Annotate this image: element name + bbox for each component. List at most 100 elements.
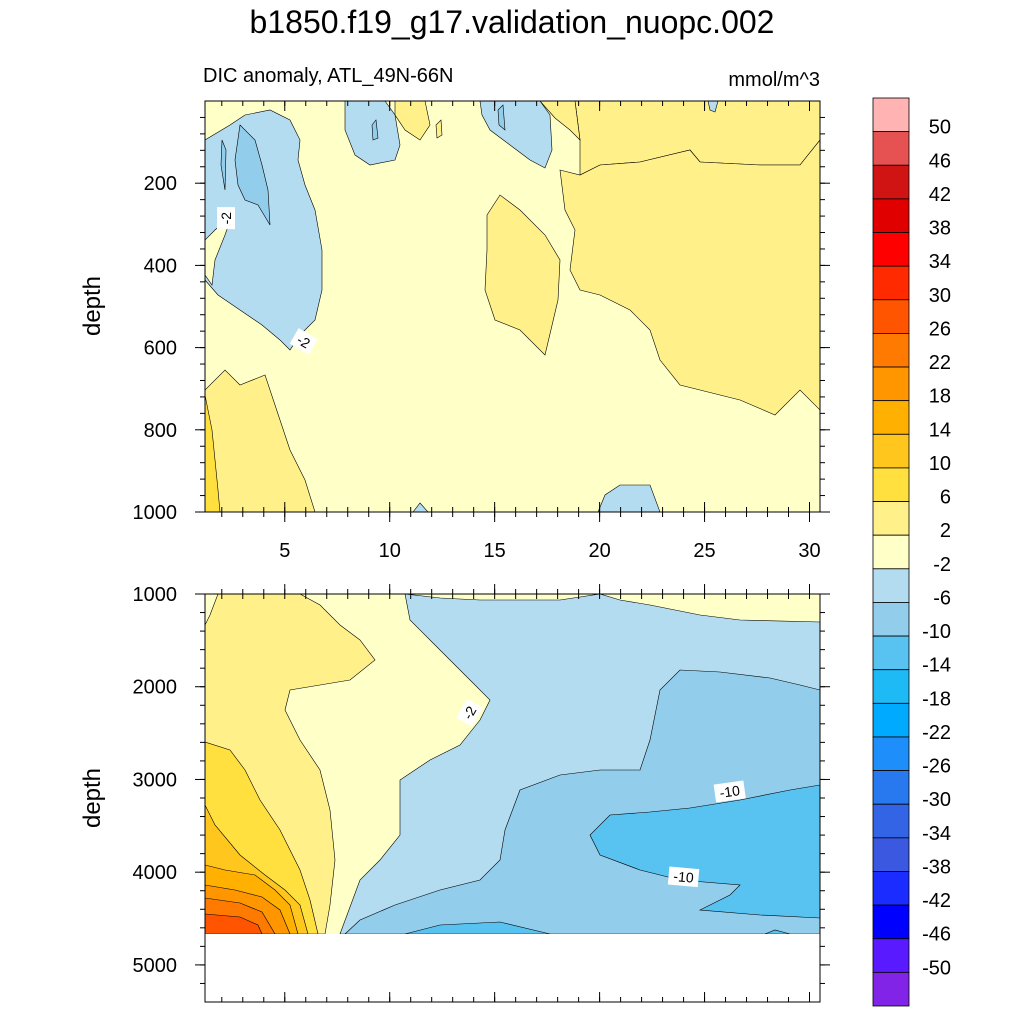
- top-fill-2-6-mid: [484, 194, 561, 356]
- colorbar-cell: [872, 97, 910, 133]
- colorbar-cell: [872, 433, 910, 469]
- colorbar-cell: [872, 568, 910, 603]
- colorbar-cell: [872, 770, 910, 805]
- colorbar-label: 42: [929, 184, 951, 206]
- bottom-ytick-label: 5000: [133, 955, 178, 977]
- top-ytick-label: 200: [144, 173, 177, 195]
- colorbar-cell: [872, 938, 910, 973]
- bottom-ytick-label: 2000: [133, 677, 178, 699]
- top-xtick-label: 10: [379, 540, 401, 562]
- colorbar-label: -18: [922, 688, 951, 710]
- colorbar-label: -34: [922, 823, 951, 845]
- contour-label: -2: [216, 207, 235, 230]
- top-fill-6-10-left: [205, 394, 221, 512]
- colorbar-cell: [872, 669, 910, 704]
- colorbar-label: -42: [922, 890, 951, 912]
- colorbar-cell: [872, 164, 910, 200]
- colorbar-label: 6: [940, 487, 951, 509]
- top-tick-labels: 5 10 15 20 25 30 200 400 600 800 1000: [133, 173, 821, 562]
- contour-label-text: -10: [719, 782, 741, 801]
- contour-labels: -2 -2 -2 -10 -10: [216, 207, 746, 888]
- colorbar-cell: [872, 602, 910, 637]
- units-label: mmol/m^3: [728, 69, 820, 91]
- contour-label: -10: [667, 866, 700, 888]
- contour-label-text: -10: [673, 868, 695, 886]
- colorbar-label: -14: [922, 655, 951, 677]
- colorbar-cell: [872, 871, 910, 906]
- top-fill-neg2-bottom: [597, 484, 661, 512]
- colorbar-cell: [872, 501, 910, 536]
- top-fill-2-6-right-lower: [559, 139, 820, 416]
- colorbar-label: 14: [929, 419, 951, 441]
- colorbar-cell: [872, 333, 910, 368]
- colorbar-label: -38: [922, 856, 951, 878]
- colorbar-cell: [872, 299, 910, 334]
- top-fill-neg6-neg10-leftsm: [220, 139, 227, 191]
- colorbar-cell: [872, 904, 910, 940]
- contour-label-bg: [216, 207, 235, 230]
- top-fill-neg6-neg10-left: [234, 124, 271, 226]
- colorbar-cell: [872, 534, 910, 570]
- top-fill-neg6-neg10-mid2: [371, 119, 379, 141]
- top-ytick-label: 400: [144, 255, 177, 277]
- colorbar-label: -2: [933, 554, 951, 576]
- bottom-nodata-region: [205, 934, 820, 1002]
- top-ylabel: depth: [79, 276, 106, 336]
- top-ytick-label: 1000: [133, 502, 178, 524]
- colorbar-cell: [872, 803, 910, 839]
- bottom-ylabel: depth: [79, 768, 106, 828]
- contour-label-text: -2: [218, 212, 234, 225]
- top-fill-2-6-small3: [435, 119, 443, 139]
- figure-title: b1850.f19_g17.validation_nuopc.002: [250, 4, 775, 40]
- panel-subtitle: DIC anomaly, ATL_49N-66N: [203, 65, 453, 87]
- contour-label-bg: [713, 780, 746, 803]
- contour-label: -10: [713, 780, 746, 803]
- colorbar: 50 46 42 38 34 30 26 22 18 14 10 6 2 -2 -6 -10 -14 -18 -22…: [872, 97, 951, 1007]
- bot-fill-neg10-neg14: [589, 784, 820, 919]
- top-frame: [204, 100, 821, 513]
- colorbar-cell: [872, 736, 910, 771]
- top-xtick-label: 15: [484, 540, 506, 562]
- contour-label-bg: [289, 328, 318, 355]
- colorbar-label: 18: [929, 386, 951, 408]
- colorbar-cell: [872, 232, 910, 267]
- colorbar-label: 50: [929, 117, 951, 139]
- colorbar-label: -50: [922, 957, 951, 979]
- top-fill-neg2-neg6-left: [205, 109, 323, 351]
- colorbar-label: 30: [929, 285, 951, 307]
- colorbar-label: -22: [922, 722, 951, 744]
- colorbar-cell: [872, 971, 910, 1007]
- colorbar-label: 22: [929, 352, 951, 374]
- contour-label-bg: [456, 698, 483, 727]
- colorbar-cell: [872, 198, 910, 233]
- colorbar-label: -6: [933, 587, 951, 609]
- colorbar-cell: [872, 467, 910, 502]
- bot-fill-2-6-leftcut: [205, 594, 219, 626]
- bot-fill-26-30-left: [205, 913, 263, 935]
- contour-label-bg: [667, 866, 700, 888]
- top-fill-neg2-small-right: [707, 101, 719, 113]
- colorbar-label: 26: [929, 318, 951, 340]
- top-fill-neg2-neg6-mid2: [479, 101, 553, 169]
- colorbar-label: -46: [922, 924, 951, 946]
- colorbar-cell: [872, 400, 910, 435]
- colorbar-label: -30: [922, 789, 951, 811]
- contour-label: -2: [456, 698, 483, 727]
- bottom-ytick-label: 3000: [133, 769, 178, 791]
- colorbar-label: 38: [929, 218, 951, 240]
- top-fill-2-6-small2: [539, 101, 581, 141]
- colorbar-label: -10: [922, 621, 951, 643]
- bottom-tick-labels: 1000 2000 3000 4000 5000: [133, 584, 178, 977]
- top-panel: [205, 101, 820, 512]
- colorbar-label: -26: [922, 756, 951, 778]
- top-fill-neg2-bottom2: [412, 502, 429, 512]
- bottom-ticks: [195, 584, 830, 1002]
- bottom-ytick-label: 1000: [133, 584, 178, 606]
- colorbar-cell: [872, 837, 910, 872]
- colorbar-cell: [872, 366, 910, 402]
- top-xtick-label: 20: [588, 540, 610, 562]
- colorbar-label: 10: [929, 453, 951, 475]
- colorbar-label: 34: [929, 251, 951, 273]
- colorbar-cell: [872, 635, 910, 671]
